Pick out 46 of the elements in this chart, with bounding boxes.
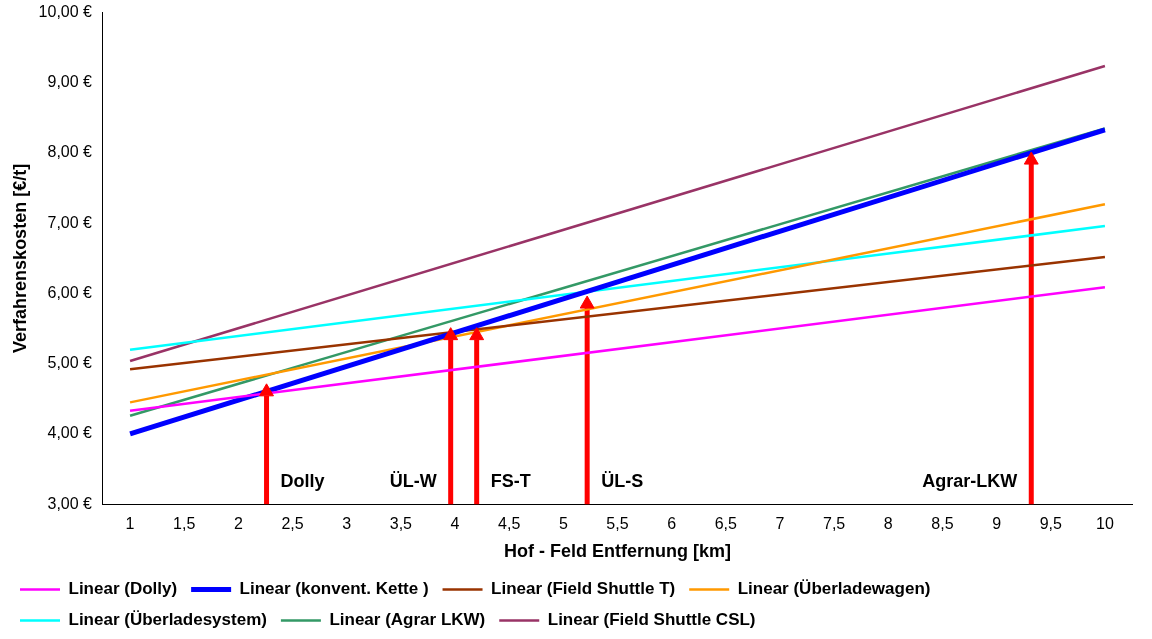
x-tick-label: 4,5 — [498, 515, 521, 533]
x-tick-label: 9 — [992, 515, 1002, 533]
point — [1023, 151, 1039, 165]
y-tick-label: 6,00 € — [47, 283, 93, 301]
x-tick-label: 10 — [1096, 515, 1114, 533]
x-tick-label: 2,5 — [281, 515, 304, 533]
y-tick-label: 10,00 € — [38, 3, 93, 21]
annotation: ÜL-S — [601, 471, 644, 492]
legend-label: Linear (Agrar LKW) — [329, 610, 486, 630]
x-tick-label: 3 — [342, 515, 352, 533]
legend-label: Linear (Überladesystem) — [68, 610, 267, 630]
legend-label: Linear (Field Shuttle T) — [491, 579, 676, 599]
x-tick-label: 8,5 — [931, 515, 954, 533]
y-tick-label: 9,00 € — [47, 73, 93, 91]
annotation: ÜL-W — [389, 471, 437, 492]
x-tick-label: 9,5 — [1039, 515, 1062, 533]
y-axis-title: Verfahrenskosten [€/t] — [9, 163, 30, 353]
point — [469, 327, 485, 341]
point — [579, 295, 595, 309]
x-tick-label: 8 — [883, 515, 893, 533]
x-tick-label: 7 — [775, 515, 785, 533]
legend-label: Linear (Überladewagen) — [737, 579, 931, 599]
point — [443, 327, 459, 341]
x-tick-label: 1 — [125, 515, 135, 533]
x-tick-label: 6,5 — [714, 515, 738, 533]
annotation: Dolly — [280, 471, 325, 492]
y-tick-label: 7,00 € — [47, 213, 93, 231]
legend-label: Linear (konvent. Kette ) — [239, 579, 429, 599]
annotation: FS-T — [490, 471, 531, 492]
legend-label: Linear (Field Shuttle CSL) — [547, 610, 756, 630]
y-tick-label: 8,00 € — [47, 143, 93, 161]
y-tick-label: 4,00 € — [47, 424, 93, 442]
x-tick-label: 5,5 — [606, 515, 629, 533]
x-tick-label: 6 — [667, 515, 677, 533]
annotation: Agrar-LKW — [922, 471, 1018, 492]
x-tick-label: 1,5 — [173, 515, 196, 533]
y-tick-label: 5,00 € — [47, 354, 93, 372]
x-axis-title: Hof - Feld Entfernung [km] — [504, 541, 731, 562]
x-tick-label: 4 — [450, 515, 460, 533]
point — [259, 383, 274, 397]
y-tick-label: 3,00 € — [47, 494, 93, 512]
x-tick-label: 3,5 — [389, 515, 413, 533]
x-tick-label: 5 — [558, 515, 568, 533]
legend-label: Linear (Dolly) — [68, 579, 178, 599]
x-tick-label: 7,5 — [823, 515, 846, 533]
x-tick-label: 2 — [233, 515, 243, 533]
